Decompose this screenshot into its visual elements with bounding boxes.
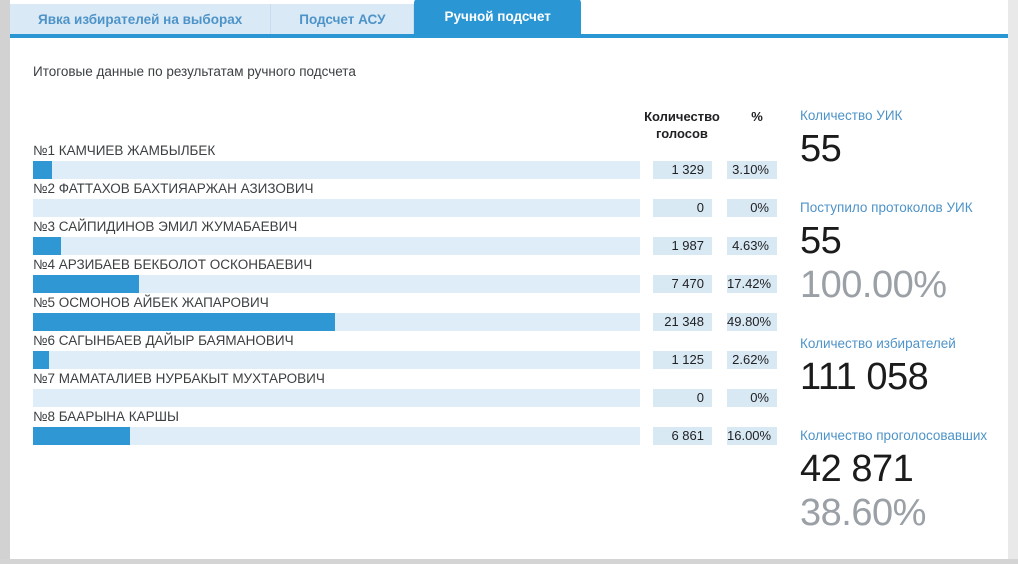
stat-block: Поступило протоколов УИК 55 100.00% <box>800 200 987 307</box>
vote-count: 0 <box>653 199 712 217</box>
vote-bar-fill <box>33 313 336 331</box>
stat-percent: 38.60% <box>800 492 926 534</box>
stat-value: 55 <box>800 220 842 262</box>
table-row: №2 ФАТТАХОВ БАХТИЯАРЖАН АЗИЗОВИЧ 0 0% <box>33 182 777 217</box>
stat-block: Количество УИК 55 <box>800 108 987 171</box>
vote-count: 7 470 <box>653 275 712 293</box>
candidate-rows: №1 КАМЧИЕВ ЖАМБЫЛБЕК 1 329 3.10% №2 ФАТТ… <box>33 144 777 445</box>
vote-bar-track <box>33 313 640 331</box>
candidate-name: №7 МАМАТАЛИЕВ НУРБАКЫТ МУХТАРОВИЧ <box>33 371 325 386</box>
stat-percent: 100.00% <box>800 264 947 306</box>
scrollbar-gutter[interactable] <box>1008 0 1018 559</box>
content-sheet: Явка избирателей на выборах Подсчет АСУ … <box>10 0 1008 559</box>
votes-column-header: Количество голосов <box>644 109 720 141</box>
table-row: №6 САГЫНБАЕВ ДАЙЫР БАЯМАНОВИЧ 1 125 2.62… <box>33 334 777 369</box>
left-page-gutter <box>0 0 10 559</box>
candidate-name: №6 САГЫНБАЕВ ДАЙЫР БАЯМАНОВИЧ <box>33 333 294 348</box>
summary-stats: Количество УИК 55 Поступило протоколов У… <box>800 108 987 564</box>
stat-block: Количество избирателей 111 058 <box>800 336 987 399</box>
tab-bar: Явка избирателей на выборах Подсчет АСУ … <box>10 0 1008 38</box>
vote-percent: 2.62% <box>727 351 777 369</box>
vote-bar-fill <box>33 427 131 445</box>
vote-percent: 3.10% <box>727 161 777 179</box>
vote-percent: 4.63% <box>727 237 777 255</box>
vote-bar-track <box>33 275 640 293</box>
vote-percent: 0% <box>727 199 777 217</box>
candidate-name: №2 ФАТТАХОВ БАХТИЯАРЖАН АЗИЗОВИЧ <box>33 181 314 196</box>
results-header: Количество голосов % <box>33 108 777 142</box>
candidate-results: Количество голосов % №1 КАМЧИЕВ ЖАМБЫЛБЕ… <box>33 108 777 564</box>
stat-label: Количество проголосовавших <box>800 428 988 443</box>
vote-bar-track <box>33 161 640 179</box>
vote-bar-track <box>33 237 640 255</box>
vote-percent: 16.00% <box>727 427 777 445</box>
vote-count: 1 125 <box>653 351 712 369</box>
stat-label: Количество УИК <box>800 108 903 123</box>
tab-acu-count[interactable]: Подсчет АСУ <box>271 4 415 34</box>
vote-bar-fill <box>33 351 49 369</box>
vote-percent: 49.80% <box>727 313 777 331</box>
vote-bar-track <box>33 199 640 217</box>
table-row: №5 ОСМОНОВ АЙБЕК ЖАПАРОВИЧ 21 348 49.80% <box>33 296 777 331</box>
vote-bar-fill <box>33 161 52 179</box>
table-row: №1 КАМЧИЕВ ЖАМБЫЛБЕК 1 329 3.10% <box>33 144 777 179</box>
candidate-name: №3 САЙПИДИНОВ ЭМИЛ ЖУМАБАЕВИЧ <box>33 219 298 234</box>
table-row: №3 САЙПИДИНОВ ЭМИЛ ЖУМАБАЕВИЧ 1 987 4.63… <box>33 220 777 255</box>
stat-label: Поступило протоколов УИК <box>800 200 973 215</box>
stat-value: 55 <box>800 128 842 170</box>
percent-column-header: % <box>751 109 763 124</box>
stat-value: 42 871 <box>800 448 914 490</box>
table-row: №7 МАМАТАЛИЕВ НУРБАКЫТ МУХТАРОВИЧ 0 0% <box>33 372 777 407</box>
vote-bar-fill <box>33 237 62 255</box>
page-title: Итоговые данные по результатам ручного п… <box>33 64 356 79</box>
table-row: №4 АРЗИБАЕВ БЕКБОЛОТ ОСКОНБАЕВИЧ 7 470 1… <box>33 258 777 293</box>
vote-count: 1 329 <box>653 161 712 179</box>
tab-manual-count[interactable]: Ручной подсчет <box>414 0 581 34</box>
manual-count-panel: Итоговые данные по результатам ручного п… <box>10 38 1008 564</box>
table-row: №8 БААРЫНА КАРШЫ 6 861 16.00% <box>33 410 777 445</box>
candidate-name: №4 АРЗИБАЕВ БЕКБОЛОТ ОСКОНБАЕВИЧ <box>33 257 313 272</box>
stat-label: Количество избирателей <box>800 336 956 351</box>
candidate-name: №8 БААРЫНА КАРШЫ <box>33 409 179 424</box>
candidate-name: №5 ОСМОНОВ АЙБЕК ЖАПАРОВИЧ <box>33 295 269 310</box>
vote-count: 6 861 <box>653 427 712 445</box>
vote-count: 21 348 <box>653 313 712 331</box>
tab-turnout[interactable]: Явка избирателей на выборах <box>10 4 272 34</box>
vote-bar-track <box>33 389 640 407</box>
vote-count: 1 987 <box>653 237 712 255</box>
vote-bar-track <box>33 351 640 369</box>
vote-percent: 17.42% <box>727 275 777 293</box>
vote-bar-fill <box>33 275 139 293</box>
vote-bar-track <box>33 427 640 445</box>
vote-percent: 0% <box>727 389 777 407</box>
vote-count: 0 <box>653 389 712 407</box>
stat-value: 111 058 <box>800 356 929 398</box>
candidate-name: №1 КАМЧИЕВ ЖАМБЫЛБЕК <box>33 143 216 158</box>
stat-block: Количество проголосовавших 42 871 38.60% <box>800 428 987 535</box>
